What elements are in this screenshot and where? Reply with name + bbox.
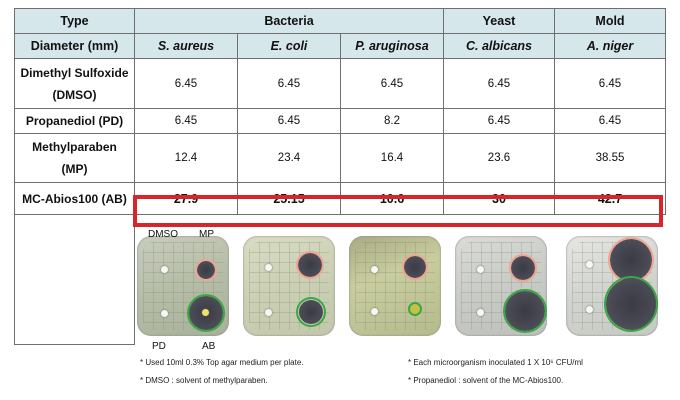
- cell: 6.45: [134, 108, 238, 134]
- pd-well: [477, 309, 484, 316]
- ab-ring: [187, 294, 225, 332]
- plate-c-albicans: [455, 236, 547, 336]
- ab-well: [202, 309, 209, 316]
- footnote: * Each microorganism inoculated 1 X 10⁶ …: [408, 358, 583, 367]
- cell: 6.45: [443, 108, 555, 134]
- mp-ring: [402, 254, 428, 280]
- row-label-ab: MC-Abios100 (AB): [14, 182, 135, 215]
- cell: 12.4: [134, 133, 238, 183]
- mp-ring: [296, 251, 324, 279]
- cell: 30: [443, 182, 555, 215]
- empty-cell: [14, 214, 135, 345]
- pd-well: [586, 306, 593, 313]
- organism-e-coli: E. coli: [237, 33, 341, 59]
- organism-c-albicans: C. albicans: [443, 33, 555, 59]
- ab-label: AB: [202, 341, 216, 352]
- dmso-well: [477, 266, 484, 273]
- organism-header-row: Diameter (mm) S. aureus E. coli P. arugi…: [14, 33, 666, 59]
- cell: 25.15: [237, 182, 341, 215]
- mp-ring: [509, 254, 537, 282]
- cell: 27.9: [134, 182, 238, 215]
- pd-well: [265, 309, 272, 316]
- cell: 23.4: [237, 133, 341, 183]
- footnote: * DMSO : solvent of methylparaben.: [140, 376, 268, 385]
- dmso-well: [265, 264, 272, 271]
- table-row: Propanediol (PD) 6.45 6.45 8.2 6.45 6.45: [14, 108, 666, 134]
- results-table: Type Bacteria Yeast Mold Diameter (mm) S…: [14, 8, 666, 345]
- cell: 38.55: [554, 133, 666, 183]
- cell: 6.45: [134, 58, 238, 109]
- ab-ring: [604, 276, 658, 332]
- plate-image-row: [14, 214, 666, 345]
- type-header: Type: [14, 8, 135, 34]
- ab-ring: [503, 289, 547, 333]
- cell: 10.6: [340, 182, 444, 215]
- pd-well: [161, 310, 168, 317]
- cell: 16.4: [340, 133, 444, 183]
- group-header-row: Type Bacteria Yeast Mold: [14, 8, 666, 34]
- cell: 6.45: [554, 58, 666, 109]
- mp-ring: [195, 259, 217, 281]
- plate-a-niger: [566, 236, 658, 336]
- plate-grid: [355, 242, 435, 330]
- yeast-header: Yeast: [443, 8, 555, 34]
- mp-label: MP: [199, 229, 214, 240]
- cell: 6.45: [340, 58, 444, 109]
- plate-e-coli: [243, 236, 335, 336]
- table-row: Methylparaben (MP) 12.4 23.4 16.4 23.6 38…: [14, 133, 666, 183]
- dmso-well: [371, 266, 378, 273]
- bacteria-header: Bacteria: [134, 8, 444, 34]
- table-row: Dimethyl Sulfoxide (DMSO) 6.45 6.45 6.45 …: [14, 58, 666, 109]
- plate-s-aureus: [137, 236, 229, 336]
- footnote: * Used 10ml 0.3% Top agar medium per pla…: [140, 358, 304, 367]
- table-row: MC-Abios100 (AB) 27.9 25.15 10.6 30 42.7: [14, 182, 666, 215]
- cell: 6.45: [237, 108, 341, 134]
- row-label-dmso: Dimethyl Sulfoxide (DMSO): [14, 58, 135, 109]
- ab-ring: [296, 297, 326, 327]
- dmso-well: [586, 261, 593, 268]
- organism-p-aruginosa: P. aruginosa: [340, 33, 444, 59]
- cell: 6.45: [554, 108, 666, 134]
- cell: 42.7: [554, 182, 666, 215]
- row-label-mp: Methylparaben (MP): [14, 133, 135, 183]
- organism-a-niger: A. niger: [554, 33, 666, 59]
- diameter-header: Diameter (mm): [14, 33, 135, 59]
- cell: 6.45: [237, 58, 341, 109]
- ab-ring: [408, 302, 422, 316]
- mold-header: Mold: [554, 8, 666, 34]
- cell: 23.6: [443, 133, 555, 183]
- pd-well: [371, 308, 378, 315]
- dmso-well: [161, 266, 168, 273]
- footnote: * Propanediol : solvent of the MC-Abios1…: [408, 376, 564, 385]
- pd-label: PD: [152, 341, 166, 352]
- organism-s-aureus: S. aureus: [134, 33, 238, 59]
- dmso-label: DMSO: [148, 229, 178, 240]
- cell: 8.2: [340, 108, 444, 134]
- row-label-pd: Propanediol (PD): [14, 108, 135, 134]
- plate-p-aruginosa: [349, 236, 441, 336]
- cell: 6.45: [443, 58, 555, 109]
